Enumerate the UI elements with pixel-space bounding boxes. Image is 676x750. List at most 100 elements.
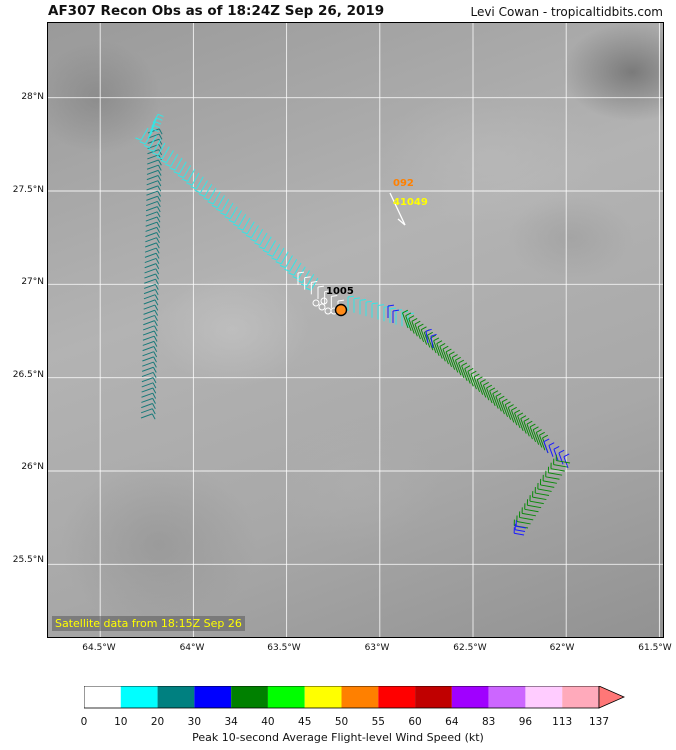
wind-barb [522,512,536,517]
wind-barb-flag [480,379,486,383]
wind-barb-flag [511,406,517,411]
wind-barb [142,340,155,346]
wind-barb [276,247,285,261]
wind-barb-flag [539,431,545,436]
wind-barb-flag [461,362,468,367]
wind-barb-flag [153,346,158,353]
wind-barb [142,356,154,362]
wind-barb [144,247,157,253]
station-circle [312,299,320,307]
wind-barb-flag [152,128,159,133]
wind-barb [405,315,412,331]
wind-barb-flag [147,148,154,152]
wind-barb [470,373,477,390]
wind-barb-flag [155,263,160,270]
wind-barb-flag [514,409,521,414]
wind-barb-flag [152,372,157,378]
wind-barb [146,175,159,181]
colorbar-segment [84,686,121,708]
dropsonde-drift-line [389,192,406,226]
colorbar-tick: 137 [588,716,610,728]
wind-barb-flag [181,178,188,182]
wind-barb [146,190,158,196]
dropsonde-drift-flag [397,218,406,226]
wind-barb-flag [498,395,505,400]
wind-barb [514,532,525,536]
wind-barb [523,421,530,437]
wind-barb [548,472,563,476]
wind-barb [161,146,170,160]
wind-barb-flag [153,351,158,358]
wind-barb-flag [442,345,449,350]
wind-barb-flag [152,367,157,373]
wind-barb [514,412,521,429]
colorbar-tick: 20 [150,716,165,728]
wind-barb-flag [473,373,480,378]
wind-barb [473,376,481,393]
wind-barb [144,252,157,258]
wind-barb-flag [228,219,235,224]
wind-barb-flag [143,144,150,149]
colorbar-segment [194,686,232,708]
wind-barb [149,135,157,148]
wind-barb-flag [177,174,184,179]
wind-barb [140,413,153,419]
wind-barb-flag [542,434,549,439]
wind-barb [426,335,434,351]
wind-barb-flag [492,390,499,394]
wind-barb-flag [470,370,477,375]
colorbar-tick: 0 [80,716,88,728]
wind-barb-flag [157,175,162,182]
wind-barb-flag [317,285,325,288]
wind-barb-flag [232,223,239,227]
wind-barb [143,289,156,295]
wind-barb [302,270,310,283]
wind-barb-flag [169,167,176,171]
wind-barb [420,329,428,345]
wind-barb-flag [408,315,415,319]
wind-barb [221,199,230,212]
wind-barb [310,277,319,291]
wind-barb-flag [389,307,397,310]
wind-barb [289,259,298,272]
wind-barb [143,314,155,321]
wind-barb [145,237,157,243]
wind-barb [306,274,315,287]
wind-barb-flag [152,377,157,384]
wind-barb [548,445,554,457]
wind-barb-flag [347,295,355,298]
wind-barb-flag [155,284,159,290]
wind-barb [141,382,154,388]
wind-barb-flag [157,185,162,192]
wind-barb [142,325,155,331]
wind-barb [293,262,302,276]
wind-barb-flag [155,247,160,254]
wind-barb-flag [154,310,159,316]
colorbar-tick: 113 [552,716,573,728]
colorbar-segment [525,686,563,708]
wind-barb [142,335,155,341]
wind-barb-flag [483,381,489,386]
wind-barb [148,125,155,135]
wind-barb [141,403,153,409]
wind-barb [143,320,155,326]
colorbar-tick: 45 [298,716,312,728]
wind-barb [140,127,149,141]
wind-barb-flag [553,445,560,450]
colorbar-segment [267,686,305,708]
colorbar-tick: 34 [224,716,238,728]
wind-barb [144,263,157,269]
wind-barb-flag [156,227,161,233]
lat-label-25.5: 25.5°N [12,555,44,565]
wind-barb [144,131,153,145]
wind-barb [147,133,160,139]
wind-barb [242,217,251,231]
wind-barb-flag [157,196,161,202]
wind-barb-flag [158,159,162,166]
lon-label-63: 63°W [364,643,390,653]
wind-barb [142,346,155,352]
wind-barb-flag [526,420,533,425]
colorbar-segment [415,686,452,708]
wind-barb-flag [203,197,210,201]
wind-barb-flag [211,204,218,209]
